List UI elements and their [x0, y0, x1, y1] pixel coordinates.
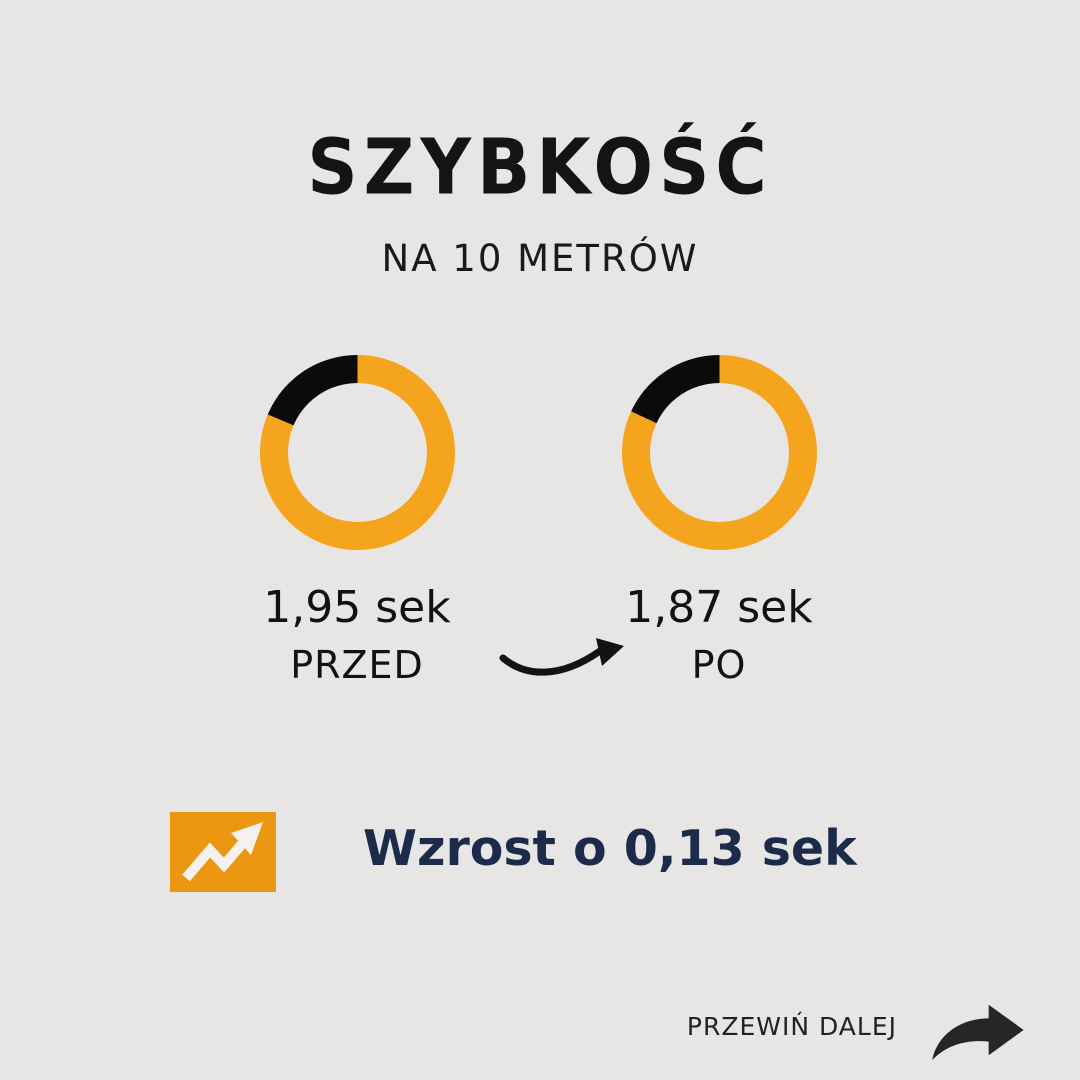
- donut-chart-before: [259, 355, 455, 550]
- scroll-hint-label: PRZEWIŃ DALEJ: [686, 1012, 897, 1041]
- page-title: SZYBKOŚĆ: [307, 121, 773, 213]
- after-label: PO: [691, 643, 747, 687]
- before-after-arrow-icon: [499, 638, 624, 676]
- before-value: 1,95 sek: [263, 582, 451, 633]
- next-arrow-icon[interactable]: [928, 995, 1026, 1063]
- trending-up-icon: [170, 812, 276, 892]
- donut-hole: [649, 383, 789, 522]
- result-text: Wzrost o 0,13 sek: [363, 820, 857, 877]
- donut-hole: [287, 383, 427, 522]
- page-subtitle: NA 10 METRÓW: [381, 237, 699, 280]
- after-value: 1,87 sek: [625, 582, 813, 633]
- chart-before: 1,95 sek PRZED: [222, 355, 492, 687]
- donut-chart-after: [621, 355, 817, 550]
- chart-after: 1,87 sek PO: [584, 355, 854, 687]
- before-label: PRZED: [290, 643, 424, 687]
